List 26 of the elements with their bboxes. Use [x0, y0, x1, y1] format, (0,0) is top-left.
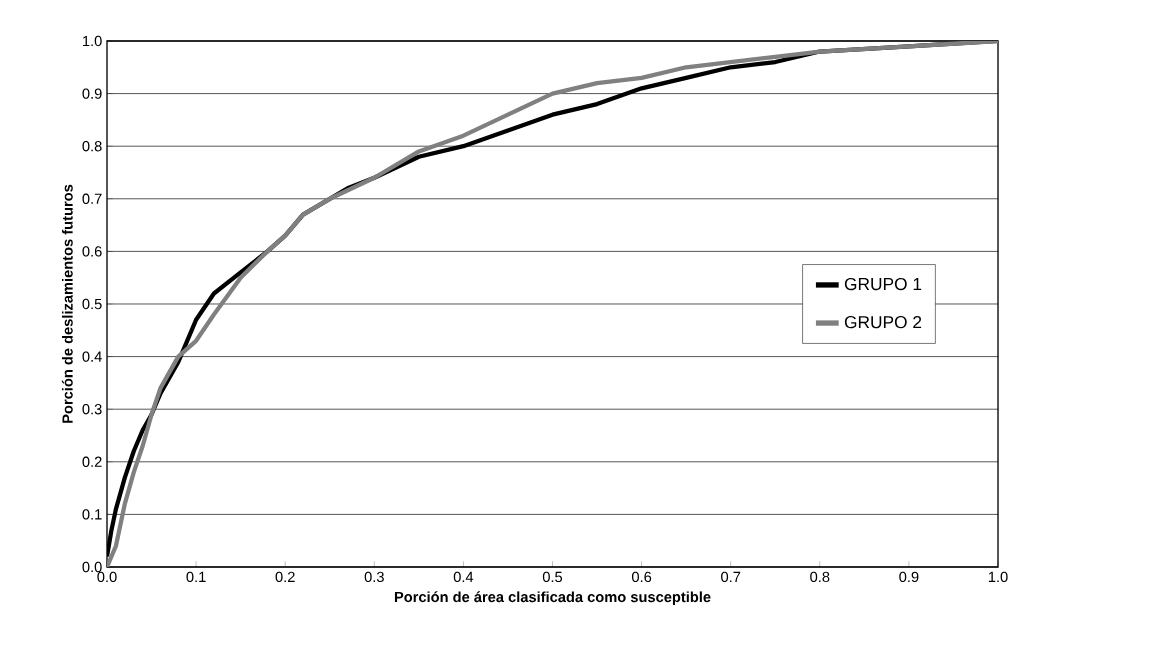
- x-tick-label: 0.3: [364, 571, 384, 583]
- x-tick-label: 0.2: [275, 571, 295, 583]
- x-tick-label: 0.4: [453, 571, 474, 583]
- x-tick-label: 0.6: [631, 571, 652, 583]
- x-tick-label: 0.0: [97, 571, 117, 583]
- y-tick-label: 0.2: [82, 456, 102, 467]
- y-tick-label: 0.8: [82, 141, 102, 152]
- y-tick-label: 0.6: [82, 246, 102, 257]
- x-tick-label: 0.8: [810, 571, 830, 583]
- y-tick-label: 0.3: [82, 404, 102, 415]
- x-tick-label: 0.1: [186, 571, 206, 583]
- y-tick-label: 0.1: [82, 509, 102, 520]
- y-tick-label: 0.5: [82, 298, 102, 310]
- y-tick-label: 0.4: [82, 351, 102, 362]
- legend-label: GRUPO 2: [844, 315, 922, 329]
- y-tick-label: 0.7: [82, 193, 102, 204]
- y-tick-label: 0.0: [82, 561, 102, 573]
- x-tick-label: 0.7: [721, 571, 741, 583]
- y-tick-label: 1.0: [83, 35, 102, 47]
- x-tick-label: 1.0: [988, 571, 1008, 583]
- x-tick-label: 0.5: [542, 571, 563, 583]
- y-tick-label: 0.9: [82, 88, 102, 99]
- x-tick-label: 0.9: [899, 571, 919, 583]
- y-axis-title: Porción de deslizamientos futuros: [61, 184, 73, 423]
- x-axis-title: Porción de área clasificada como susceptible: [394, 591, 711, 606]
- legend-label: GRUPO 1: [844, 277, 922, 291]
